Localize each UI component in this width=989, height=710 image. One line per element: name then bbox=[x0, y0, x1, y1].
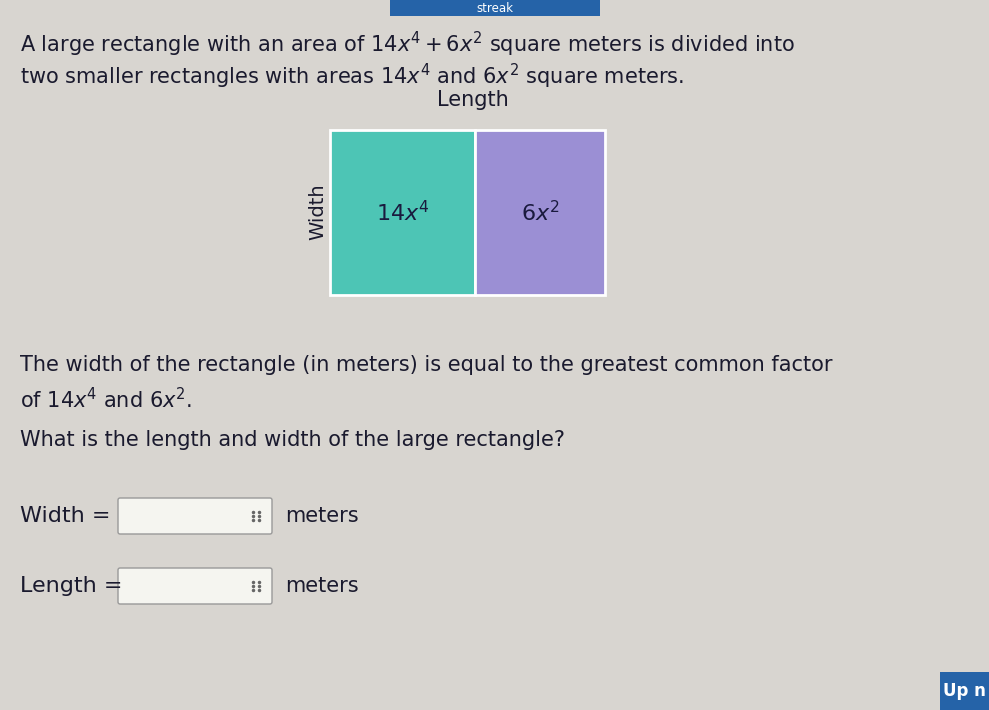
Text: $6x^2$: $6x^2$ bbox=[521, 200, 559, 225]
Text: meters: meters bbox=[285, 506, 359, 526]
Bar bbox=[390, 0, 600, 16]
Text: Length: Length bbox=[437, 90, 509, 110]
Bar bbox=[940, 672, 989, 710]
Text: What is the length and width of the large rectangle?: What is the length and width of the larg… bbox=[20, 430, 565, 450]
Bar bbox=[330, 130, 475, 295]
FancyBboxPatch shape bbox=[118, 568, 272, 604]
Text: meters: meters bbox=[285, 576, 359, 596]
Text: $14x^4$: $14x^4$ bbox=[376, 200, 429, 225]
Text: Width =: Width = bbox=[20, 506, 111, 526]
Text: The width of the rectangle (in meters) is equal to the greatest common factor: The width of the rectangle (in meters) i… bbox=[20, 355, 833, 375]
Text: A large rectangle with an area of $14x^4 + 6x^2$ square meters is divided into: A large rectangle with an area of $14x^4… bbox=[20, 30, 795, 59]
Text: two smaller rectangles with areas $14x^4$ and $6x^2$ square meters.: two smaller rectangles with areas $14x^4… bbox=[20, 62, 684, 91]
Text: streak: streak bbox=[477, 1, 513, 14]
Text: of $14x^4$ and $6x^2$.: of $14x^4$ and $6x^2$. bbox=[20, 387, 192, 413]
Bar bbox=[475, 130, 605, 295]
Text: Up n: Up n bbox=[944, 682, 986, 700]
Text: Width: Width bbox=[309, 184, 327, 240]
Text: Length =: Length = bbox=[20, 576, 123, 596]
FancyBboxPatch shape bbox=[118, 498, 272, 534]
